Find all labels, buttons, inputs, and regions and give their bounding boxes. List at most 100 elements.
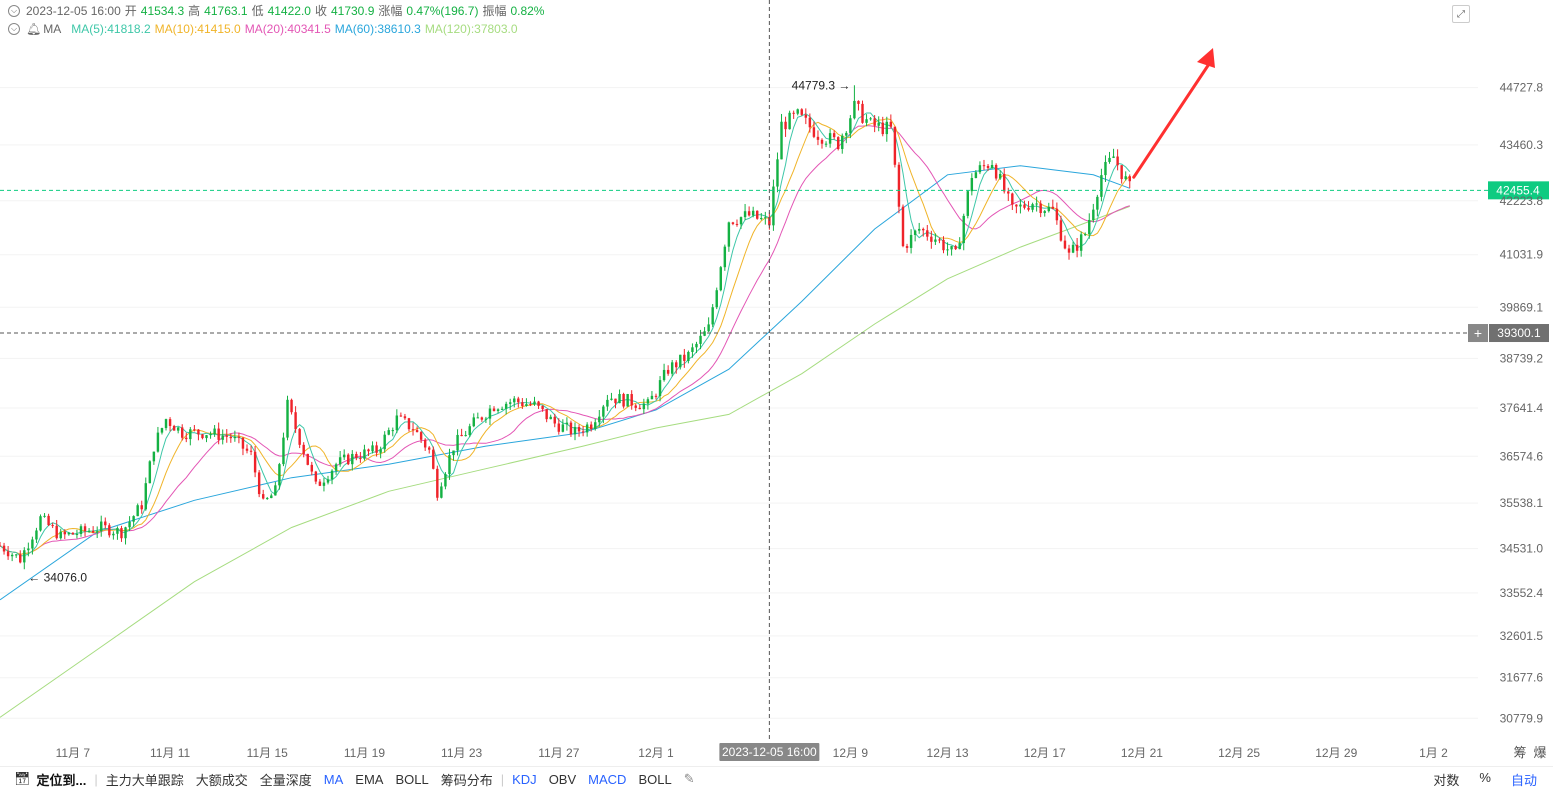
candle-body: [298, 429, 301, 445]
x-tick-label: 12月 13: [927, 746, 969, 760]
y-tick-label: 31677.6: [1500, 671, 1544, 685]
candle-body: [428, 447, 431, 450]
candle-body: [525, 404, 528, 407]
tool-large-trades[interactable]: 大额成交: [195, 772, 248, 788]
candle-body: [14, 554, 18, 556]
y-tick-label: 38739.2: [1500, 351, 1544, 365]
x-tick-label: 11月 15: [247, 746, 288, 760]
candle-body: [1059, 220, 1063, 241]
candle-body: [938, 239, 941, 241]
candle-body: [266, 498, 269, 500]
candle-body: [1108, 157, 1111, 162]
candle-body: [719, 267, 722, 291]
candle-body: [1067, 248, 1071, 253]
x-tick-label: 12月 25: [1218, 746, 1260, 760]
candle-body: [0, 545, 2, 547]
y-tick-label: 44727.8: [1500, 81, 1544, 95]
candle-body: [359, 458, 362, 460]
amplitude-value: 0.82%: [510, 4, 545, 18]
candle-body: [1047, 206, 1050, 212]
percent-toggle[interactable]: %: [1479, 769, 1491, 785]
amplitude-label: 振幅: [482, 4, 507, 18]
locate-button[interactable]: 定位到...: [36, 772, 87, 788]
auto-scale-toggle[interactable]: 自动: [1510, 772, 1537, 788]
ind-kdj[interactable]: KDJ: [512, 771, 537, 787]
candle-body: [881, 122, 884, 135]
tool-boll[interactable]: BOLL: [395, 771, 429, 787]
tool-depth[interactable]: 全量深度: [259, 772, 312, 788]
candle-body: [909, 234, 913, 248]
candle-body: [529, 404, 532, 406]
candle-body: [517, 398, 520, 403]
ma-group-label[interactable]: MA: [43, 22, 62, 36]
candle-body: [853, 100, 856, 119]
y-tick-label: 39869.1: [1500, 300, 1544, 314]
x-tick-label: 11月 23: [441, 746, 482, 760]
candle-body: [557, 423, 561, 432]
candle-body: [650, 395, 654, 400]
edit-icon[interactable]: ✎: [683, 771, 695, 786]
ind-boll[interactable]: BOLL: [638, 771, 672, 787]
candle-body: [27, 548, 30, 551]
x-tick-label: 11月 7: [56, 746, 91, 760]
candle-body: [521, 402, 524, 407]
candle-body: [581, 431, 585, 433]
candle-body: [812, 127, 816, 137]
candle-body: [792, 112, 795, 114]
ind-macd[interactable]: MACD: [588, 771, 627, 787]
tool-ema[interactable]: EMA: [355, 771, 384, 787]
candle-body: [602, 406, 605, 417]
candle-body: [112, 533, 115, 536]
candle-body: [877, 122, 880, 126]
candle-body: [488, 408, 492, 419]
collapse-icon[interactable]: ⌵: [8, 5, 20, 17]
ma120-value: MA(120):37803.0: [424, 22, 518, 36]
candle-body: [1019, 204, 1022, 207]
candle-body: [136, 505, 139, 517]
ma120-line: [0, 205, 1130, 718]
candle-body: [10, 554, 14, 557]
bell-icon[interactable]: 🔔︎: [26, 22, 42, 36]
crosshair-time-label: 2023-12-05 16:00: [722, 745, 817, 759]
log-scale-toggle[interactable]: 对数: [1433, 772, 1460, 788]
candle-body: [83, 526, 87, 532]
candle-body: [553, 416, 556, 424]
candle-body: [322, 482, 326, 486]
candle-body: [500, 408, 504, 410]
candle-body: [630, 394, 633, 406]
calendar-icon[interactable]: 📅︎: [14, 771, 31, 786]
y-tick-label: 32601.5: [1500, 629, 1544, 643]
candle-body: [1092, 209, 1095, 220]
tool-main-force[interactable]: 主力大单跟踪: [105, 772, 184, 788]
current-price-label: 42455.4: [1496, 183, 1540, 197]
fullscreen-icon[interactable]: ⤢: [1452, 5, 1470, 23]
candle-body: [1035, 203, 1038, 205]
candle-body: [197, 429, 200, 435]
candle-body: [1043, 211, 1046, 214]
tool-chips[interactable]: 筹码分布: [440, 772, 493, 788]
open-label: 开: [124, 4, 137, 18]
candle-body: [731, 222, 735, 224]
candle-body: [468, 426, 471, 436]
candle-body: [19, 554, 22, 563]
candle-body: [6, 551, 10, 557]
crosshair: 2023-12-05 16:00 + 39300.1 42455.4: [0, 0, 1549, 761]
close-value: 41730.9: [330, 4, 375, 18]
candle-body: [585, 424, 589, 433]
candle-body: [75, 534, 79, 536]
candle-body: [998, 173, 1002, 179]
datetime-value: 2023-12-05 16:00: [26, 4, 121, 18]
collapse-icon[interactable]: ⌵: [8, 23, 20, 35]
candle-body: [926, 230, 929, 237]
candle-body: [614, 398, 617, 404]
candle-body: [464, 435, 467, 437]
ind-obv[interactable]: OBV: [548, 771, 577, 787]
candle-body: [318, 481, 322, 486]
tool-ma[interactable]: MA: [323, 771, 344, 787]
low-value: 41422.0: [267, 4, 311, 18]
x-tick-label: 11月 19: [344, 746, 385, 760]
candle-body: [1100, 175, 1103, 197]
candle-body: [189, 429, 192, 440]
